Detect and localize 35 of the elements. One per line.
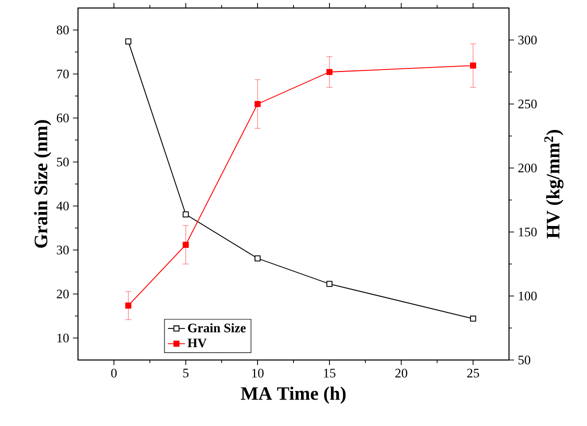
point: [470, 62, 476, 69]
y2-tick-label: 50: [518, 356, 530, 364]
x-tick-label: 0: [111, 368, 117, 378]
y2-axis-title: HV (kg/mm$^{2}$): [544, 130, 564, 238]
y-tick-label: 30: [56, 246, 69, 254]
legend-label: Grain Size: [188, 323, 246, 332]
y2-tick-label: 100: [518, 292, 537, 300]
point: [182, 211, 189, 218]
x-tick-label: 20: [395, 368, 408, 378]
y2-tick-label: 200: [518, 164, 537, 172]
y-tick-label: 50: [57, 158, 69, 166]
y-tick-label: 60: [56, 114, 69, 122]
y2-tick-label: 300: [518, 36, 537, 44]
x-tick-label: 25: [467, 368, 480, 378]
x-tick-label: 10: [252, 368, 264, 378]
x-axis-title: MA Time (h): [240, 386, 346, 404]
point: [326, 68, 332, 76]
y-tick-label: 40: [56, 202, 69, 210]
y2-tick-label: 250: [518, 100, 537, 108]
point: [254, 100, 261, 108]
legend-label: HV: [188, 338, 207, 348]
x-tick-label: 5: [183, 368, 188, 378]
y-axis-title: Grain Size (nm): [34, 120, 52, 248]
y-tick-label: 70: [57, 70, 69, 78]
point: [125, 38, 132, 44]
point: [326, 280, 332, 287]
point: [125, 302, 132, 309]
point: [470, 316, 476, 322]
x-tick-label: 15: [324, 368, 336, 378]
point: [182, 242, 189, 248]
y-tick-label: 80: [56, 26, 69, 34]
y-tick-label: 10: [57, 334, 69, 342]
point: [254, 255, 261, 262]
y-tick-label: 20: [56, 290, 69, 298]
y2-tick-label: 150: [518, 228, 537, 236]
